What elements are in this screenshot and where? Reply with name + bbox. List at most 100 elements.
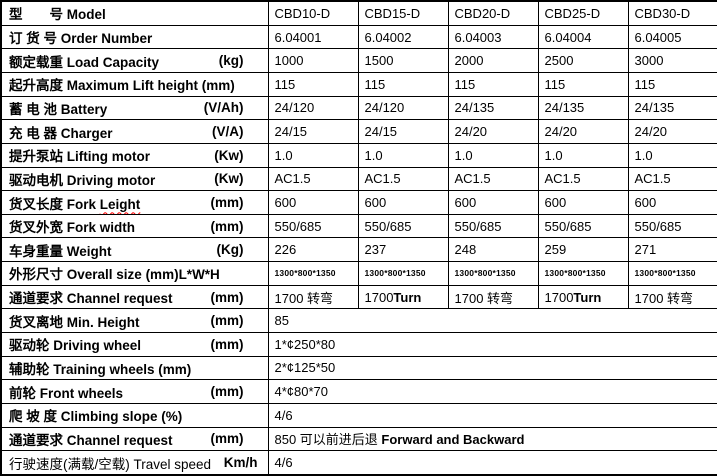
- spec-value-fork-length: 600: [357, 190, 449, 215]
- spec-value-charger: 24/15: [267, 119, 359, 144]
- spec-value-fork-length: 600: [537, 190, 629, 215]
- row-label-flex: 蓄 电 池 Battery (V/Ah): [9, 98, 244, 118]
- row-label-fork-length: 货叉长度 Fork Leight (mm): [0, 190, 269, 215]
- table-row-fork-length: 货叉长度 Fork Leight (mm) 600 600 600 600 600: [0, 190, 717, 215]
- spec-value-climbing-slope: 4/6: [267, 402, 717, 428]
- row-label-text: 爬 坡 度 Climbing slope (%): [9, 405, 182, 425]
- table-row-climbing-slope: 爬 坡 度 Climbing slope (%) 4/6: [0, 402, 717, 428]
- row-label-text: 起升高度 Maximum Lift height (mm): [9, 74, 235, 94]
- label-english: Driving motor: [66, 172, 156, 188]
- spec-value-overall-size: 1300*800*1350: [357, 261, 449, 286]
- table-row-model: 型 号 Model CBD10-D CBD15-D CBD20-D CBD25-D CBD…: [0, 0, 717, 26]
- spec-value-order-number: 6.04003: [447, 24, 539, 50]
- row-label-text: 提升泵站 Lifting motor: [9, 145, 150, 165]
- row-label-flex: 车身重量 Weight (Kg): [9, 240, 244, 260]
- label-english: Driving wheel: [53, 338, 142, 354]
- row-label-flex: 订 货 号 Order Number: [9, 27, 244, 47]
- table-row-min-height: 货叉离地 Min. Height (mm) 85: [0, 308, 717, 334]
- row-label-flex: 起升高度 Maximum Lift height (mm): [9, 74, 244, 94]
- label-unit: Km/h: [223, 455, 258, 471]
- row-label-text: 驱动电机 Driving motor: [9, 169, 155, 189]
- label-english: Model: [66, 7, 106, 23]
- spec-value-load-capacity: 3000: [627, 48, 717, 73]
- label-unit: (Kw): [214, 147, 244, 163]
- label-english: Channel request: [66, 432, 173, 448]
- row-label-text: 外形尺寸 Overall size (mm)L*W*H: [9, 263, 220, 283]
- table-row-driving-motor: 驱动电机 Driving motor (Kw) AC1.5 AC1.5 AC1.5 AC1…: [0, 166, 717, 192]
- label-english: Order Number: [60, 31, 153, 47]
- label-chinese: 货叉长度: [9, 196, 63, 212]
- spec-value-load-capacity: 1000: [267, 48, 359, 73]
- table-row-channel-request: 通道要求 Channel request (mm) 1700 转弯 1700Turn 1…: [0, 284, 717, 310]
- row-label-flex: 额定载重 Load Capacity (kg): [9, 51, 244, 71]
- spec-value-lifting-motor: 1.0: [447, 142, 539, 168]
- row-label-flex: 外形尺寸 Overall size (mm)L*W*H: [9, 263, 244, 283]
- label-english: Battery: [60, 101, 108, 117]
- table-row-driving-wheel: 驱动轮 Driving wheel (mm) 1*¢250*80: [0, 332, 717, 357]
- row-label-flex: 行驶速度(满载/空载) Travel speed Km/h: [9, 453, 258, 473]
- value-bold-text: Turn: [573, 289, 602, 305]
- label-chinese: 货叉离地: [9, 314, 63, 330]
- spec-value-model: CBD25-D: [537, 0, 629, 26]
- table-row-load-capacity: 额定载重 Load Capacity (kg) 1000 1500 2000 2500 30…: [0, 48, 717, 73]
- table-row-order-number: 订 货 号 Order Number 6.04001 6.04002 6.04003 6…: [0, 24, 717, 50]
- row-label-text: 车身重量 Weight: [9, 240, 112, 260]
- row-label-lift-height: 起升高度 Maximum Lift height (mm): [0, 71, 269, 97]
- label-chinese: 通道要求: [9, 432, 63, 448]
- row-label-front-wheels: 前轮 Front wheels (mm): [0, 379, 269, 404]
- spec-value-charger: 24/20: [627, 119, 717, 144]
- spec-value-lift-height: 115: [357, 71, 449, 97]
- label-chinese: 爬 坡 度: [9, 409, 58, 425]
- label-unit: (mm): [210, 336, 244, 352]
- row-label-flex: 驱动电机 Driving motor (Kw): [9, 169, 244, 189]
- spec-value-model: CBD30-D: [627, 0, 717, 26]
- spec-value-lifting-motor: 1.0: [357, 142, 449, 168]
- label-english: Fork: [66, 196, 97, 212]
- label-chinese: 蓄 电 池: [9, 101, 58, 117]
- spec-value-lifting-motor: 1.0: [267, 142, 359, 168]
- label-english: Front wheels: [39, 385, 124, 401]
- label-chinese: 起升高度: [9, 78, 63, 94]
- spec-value-lift-height: 115: [627, 71, 717, 97]
- label-english-misspelled: Leight: [99, 196, 141, 212]
- spec-value-overall-size: 1300*800*1350: [627, 261, 717, 286]
- spec-value-lift-height: 115: [447, 71, 539, 97]
- row-label-flex: 货叉外宽 Fork width (mm): [9, 216, 244, 236]
- label-english: Maximum Lift height (mm): [66, 78, 235, 94]
- table-row-charger: 充 电 器 Charger (V/A) 24/15 24/15 24/20 24/20 24…: [0, 119, 717, 144]
- label-unit: (mm): [210, 289, 244, 305]
- row-label-channel-request: 通道要求 Channel request (mm): [0, 284, 269, 310]
- spec-value-channel-request: 1700 转弯: [447, 284, 539, 310]
- label-chinese: 行驶速度(满载/空载): [9, 456, 130, 472]
- spec-value-order-number: 6.04002: [357, 24, 449, 50]
- table-row-travel-speed: 行驶速度(满载/空载) Travel speed Km/h 4/6: [0, 450, 717, 476]
- spec-value-training-wheels: 2*¢125*50: [267, 355, 717, 381]
- spec-value-load-capacity: 2000: [447, 48, 539, 73]
- label-unit: (mm): [210, 195, 244, 210]
- label-chinese: 订 货 号: [9, 31, 58, 47]
- label-chinese: 提升泵站: [9, 149, 63, 165]
- spec-value-model: CBD15-D: [357, 0, 449, 26]
- row-label-flex: 货叉长度 Fork Leight (mm): [9, 193, 244, 213]
- label-unit: (V/A): [212, 124, 244, 140]
- label-chinese: 型 号: [9, 7, 63, 23]
- spec-value-model: CBD20-D: [447, 0, 539, 26]
- label-chinese: 辅助轮: [9, 361, 50, 377]
- row-label-min-height: 货叉离地 Min. Height (mm): [0, 308, 269, 334]
- label-english: Climbing slope (%): [60, 409, 183, 425]
- row-label-text: 额定载重 Load Capacity: [9, 51, 159, 71]
- label-english: Weight: [66, 243, 112, 259]
- label-chinese: 充 电 器: [9, 125, 58, 141]
- spec-value-channel-request: 1700Turn: [537, 284, 629, 310]
- spec-value-battery: 24/120: [267, 95, 359, 121]
- table-row-channel-request-2: 通道要求 Channel request (mm) 850 可以前进后退 Forwa…: [0, 426, 717, 452]
- row-label-text: 驱动轮 Driving wheel: [9, 334, 141, 354]
- row-label-text: 通道要求 Channel request: [9, 287, 173, 307]
- spec-value-overall-size: 1300*800*1350: [537, 261, 629, 286]
- row-label-flex: 爬 坡 度 Climbing slope (%): [9, 405, 244, 425]
- spec-value-min-height: 85: [267, 308, 717, 334]
- row-label-driving-motor: 驱动电机 Driving motor (Kw): [0, 166, 269, 192]
- row-label-model: 型 号 Model: [0, 0, 269, 26]
- label-unit: (kg): [218, 53, 244, 69]
- label-english: Min. Height: [66, 314, 140, 330]
